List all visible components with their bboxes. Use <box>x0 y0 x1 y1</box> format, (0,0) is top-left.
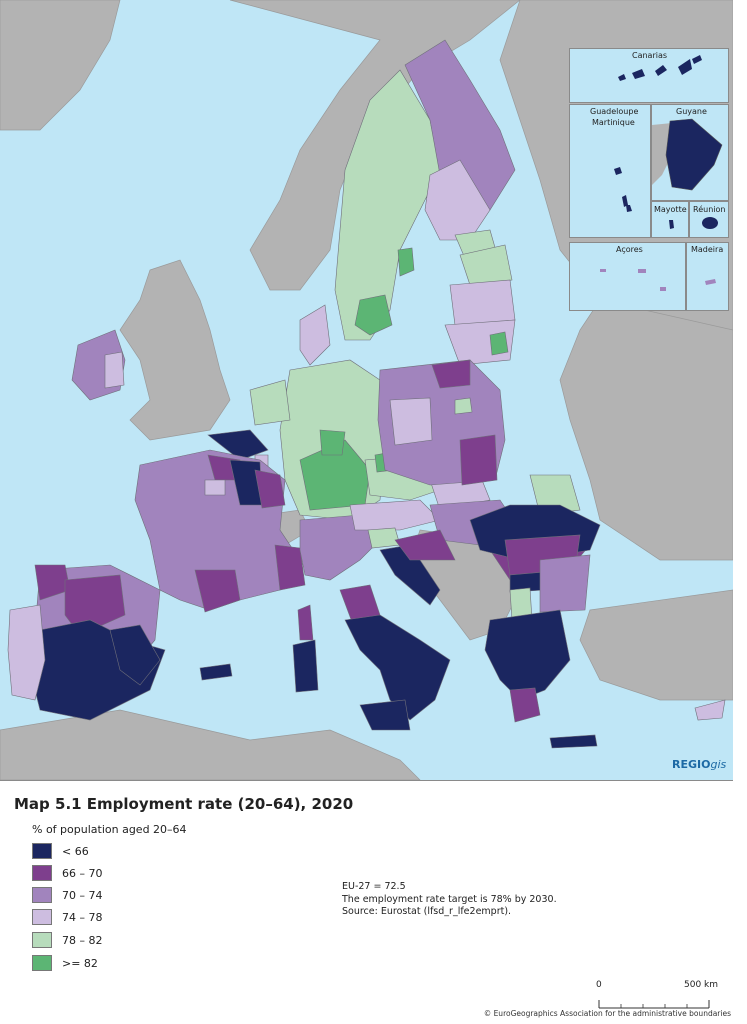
map-area: Canarias Guadeloupe Martinique Guyane Ma… <box>0 0 733 780</box>
greenland-iceland-land <box>0 0 121 131</box>
inset-madeira: Madeira <box>686 242 729 311</box>
france-paris-region <box>204 479 226 496</box>
inset-label-martinique: Martinique <box>592 118 635 127</box>
germany-central-region <box>319 429 346 456</box>
legend-swatch-1 <box>32 843 52 859</box>
legend-swatch-5 <box>32 932 52 948</box>
estonia-region <box>459 244 513 286</box>
poland-east-region <box>459 434 498 486</box>
north-africa-land <box>0 709 421 780</box>
corsica-region <box>297 604 314 641</box>
inset-label-guyane: Guyane <box>676 107 707 116</box>
greece-peloponnese-region <box>509 687 541 723</box>
legend-item-4: 74 – 78 <box>32 909 103 925</box>
target-note: The employment rate target is 78% by 203… <box>342 893 557 905</box>
europe-map <box>0 0 733 780</box>
legend-panel: Map 5.1 Employment rate (20–64), 2020 % … <box>0 780 733 1021</box>
inset-mayotte: Mayotte <box>651 201 689 238</box>
legend-swatch-4 <box>32 909 52 925</box>
inset-label-canarias: Canarias <box>632 51 668 60</box>
lithuania-capital-region <box>489 331 509 356</box>
inset-guyane: Guyane <box>651 104 729 201</box>
cyprus-region <box>694 699 726 721</box>
legend-label-1: < 66 <box>62 844 89 858</box>
scale-end-label: 500 km <box>684 980 719 990</box>
inset-reunion: Réunion <box>689 201 729 238</box>
crete-region <box>549 734 598 749</box>
legend-swatch-3 <box>32 887 52 903</box>
east-europe-land <box>559 299 733 561</box>
poland-north-region <box>431 359 471 389</box>
legend-item-3: 70 – 74 <box>32 887 103 903</box>
inset-guadeloupe-martinique: Guadeloupe Martinique <box>569 104 651 238</box>
inset-canarias: Canarias <box>569 48 729 103</box>
legend-label-5: 78 – 82 <box>62 933 103 947</box>
bulgaria-region <box>539 554 591 613</box>
inset-label-guadeloupe: Guadeloupe <box>590 107 639 116</box>
france-south-region <box>194 569 241 613</box>
spain-central-region <box>64 574 126 636</box>
finland-north-region <box>404 39 516 221</box>
legend-label-3: 70 – 74 <box>62 888 103 902</box>
credit-text: © EuroGeographics Association for the ad… <box>483 1009 731 1018</box>
eu-average-note: EU-27 = 72.5 <box>342 881 406 892</box>
greece-region <box>484 609 571 701</box>
ireland-east-region <box>104 351 125 389</box>
turkey-land <box>579 589 733 701</box>
scale-start-label: 0 <box>596 980 602 990</box>
norway-land <box>229 0 521 291</box>
inset-label-mayotte: Mayotte <box>654 205 687 214</box>
spain-east-region <box>109 624 161 686</box>
legend-label-6: >= 82 <box>62 956 98 970</box>
france-grand-est-region <box>254 469 286 509</box>
legend-subtitle: % of population aged 20–64 <box>32 823 187 836</box>
latvia-region <box>449 279 516 326</box>
austria-region <box>349 499 441 531</box>
inset-label-reunion: Réunion <box>693 205 726 214</box>
source-note: Source: Eurostat (lfsd_r_lfe2emprt). <box>342 906 512 917</box>
croatia-north-region <box>394 529 456 561</box>
legend-label-4: 74 – 78 <box>62 910 103 924</box>
scale-bar <box>598 1000 710 1009</box>
map-title: Map 5.1 Employment rate (20–64), 2020 <box>14 795 354 813</box>
inset-acores: Açores <box>569 242 686 311</box>
legend-item-5: 78 – 82 <box>32 932 103 948</box>
legend-label-2: 66 – 70 <box>62 866 103 880</box>
regiogis-logo: REGIOgis <box>672 758 727 771</box>
map-notes: EU-27 = 72.5 The employment rate target … <box>342 881 557 919</box>
sweden-stockholm-region <box>354 294 393 336</box>
france-provence-region <box>274 544 306 591</box>
uk-land <box>119 259 231 441</box>
italy-south-region <box>344 614 451 721</box>
netherlands-region <box>249 379 291 426</box>
inset-label-madeira: Madeira <box>691 245 724 254</box>
belgium-region <box>207 429 269 461</box>
portugal-region <box>7 604 46 701</box>
sweden-east-region <box>397 247 415 277</box>
legend-swatch-2 <box>32 865 52 881</box>
denmark-region <box>299 304 331 366</box>
sardinia-region <box>292 639 319 693</box>
legend-swatch-6 <box>32 955 52 971</box>
poland-warsaw-region <box>454 397 473 415</box>
legend-item-2: 66 – 70 <box>32 865 103 881</box>
baleares-region <box>199 663 233 681</box>
legend-item-1: < 66 <box>32 843 89 859</box>
sicily-region <box>359 699 411 731</box>
slovenia-region <box>367 527 401 549</box>
inset-label-acores: Açores <box>616 245 643 254</box>
legend-item-6: >= 82 <box>32 955 98 971</box>
poland-south-region <box>389 397 433 446</box>
